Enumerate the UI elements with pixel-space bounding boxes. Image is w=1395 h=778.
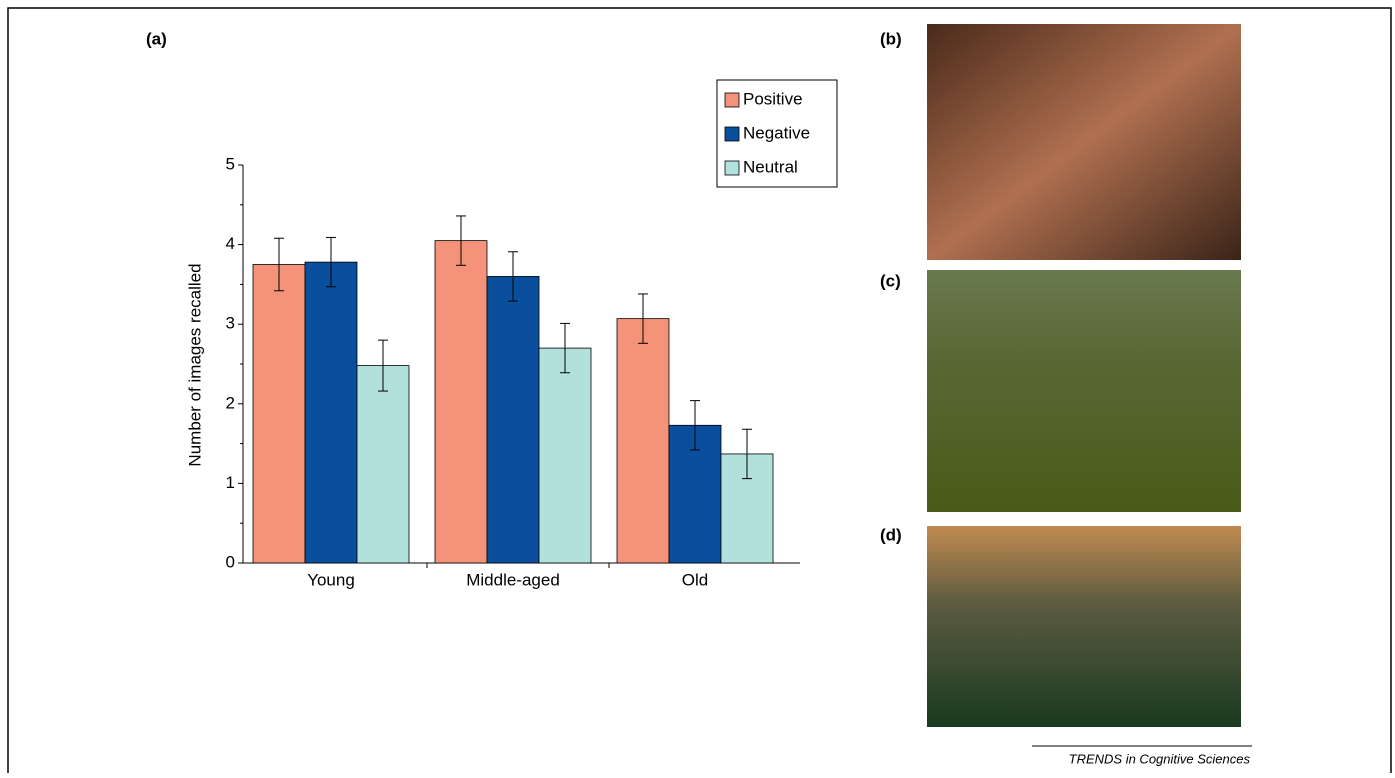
bar xyxy=(486,276,540,564)
error-bar xyxy=(326,236,336,288)
panel-label: (a) xyxy=(146,29,167,48)
frame xyxy=(7,7,1392,773)
y-tick-label: 5 xyxy=(226,154,235,173)
error-bar xyxy=(274,237,284,292)
panel-label: (d) xyxy=(880,525,902,544)
error-bar xyxy=(378,339,388,392)
bar xyxy=(434,240,488,564)
legend-swatch xyxy=(724,160,740,176)
x-tick-label: Middle-aged xyxy=(466,570,560,589)
x-tick-label: Young xyxy=(307,570,355,589)
error-bar xyxy=(456,215,466,266)
footer: TRENDS in Cognitive Sciences xyxy=(1069,751,1251,766)
panel-label: (c) xyxy=(880,271,901,290)
bar xyxy=(616,318,670,564)
error-bar xyxy=(508,251,518,302)
legend-swatch xyxy=(724,92,740,108)
y-tick-label: 2 xyxy=(226,393,235,412)
error-bar xyxy=(560,322,570,374)
legend-label: Negative xyxy=(743,123,810,142)
bar xyxy=(304,261,358,564)
error-bar xyxy=(742,428,752,480)
panel-label: (b) xyxy=(880,29,902,48)
y-tick-label: 4 xyxy=(226,234,235,253)
x-tick-label: Old xyxy=(682,570,708,589)
y-tick-label: 0 xyxy=(226,552,235,571)
error-bar xyxy=(638,293,648,344)
photo xyxy=(927,270,1241,512)
y-tick-label: 1 xyxy=(226,473,235,492)
bar xyxy=(252,264,306,564)
error-bar xyxy=(690,400,700,451)
legend-swatch xyxy=(724,126,740,142)
legend-label: Positive xyxy=(743,89,803,108)
legend-label: Neutral xyxy=(743,157,798,176)
photo xyxy=(927,526,1241,727)
y-axis-label: Number of images recalled xyxy=(185,263,204,466)
bar xyxy=(538,347,592,564)
y-tick-label: 3 xyxy=(226,314,235,333)
bar xyxy=(356,365,410,564)
photo xyxy=(927,24,1241,260)
